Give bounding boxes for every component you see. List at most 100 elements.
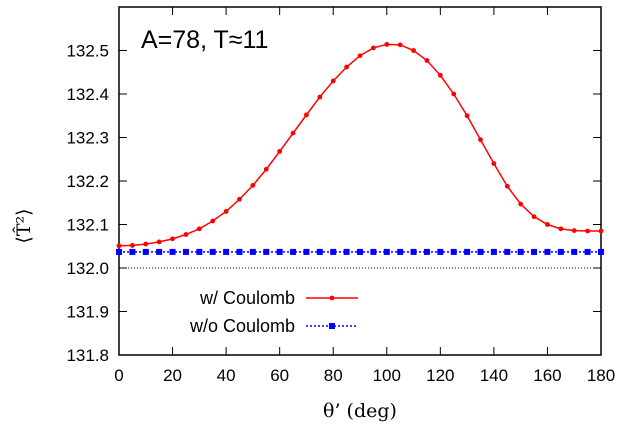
series-0-point xyxy=(317,94,323,100)
series-0-point xyxy=(370,45,376,51)
series-1-point xyxy=(263,248,270,255)
series-1-point xyxy=(477,248,484,255)
series-1-point xyxy=(343,248,350,255)
series-1-point xyxy=(410,248,417,255)
series-1-point xyxy=(517,248,524,255)
series-layer xyxy=(116,42,604,255)
series-0-point xyxy=(250,182,256,188)
series-1-point xyxy=(584,248,591,255)
y-tick-label: 132.4 xyxy=(66,85,109,104)
legend-label: w/ Coulomb xyxy=(199,288,295,308)
series-0-point xyxy=(585,228,591,234)
series-1-point xyxy=(464,248,471,255)
series-0-point xyxy=(156,239,162,245)
series-1-point xyxy=(249,248,256,255)
series-1-point xyxy=(169,248,176,255)
y-axis-title: ⟨T̂²⟩ xyxy=(13,208,35,243)
series-0-point xyxy=(304,112,309,118)
x-tick-label: 120 xyxy=(426,366,454,385)
series-1-point xyxy=(557,248,564,255)
series-1-point xyxy=(196,248,203,255)
series-1-point xyxy=(303,248,310,255)
series-1-point xyxy=(316,248,323,255)
series-1-point xyxy=(357,248,363,255)
series-0-point xyxy=(504,183,510,189)
series-0-point xyxy=(237,196,242,202)
series-0-point xyxy=(357,53,363,59)
series-1-point xyxy=(423,248,430,255)
series-1-point xyxy=(504,248,511,255)
series-0-point xyxy=(344,64,350,70)
series-1-point xyxy=(598,248,604,255)
y-tick-label: 132.2 xyxy=(66,172,109,191)
series-0-point xyxy=(451,91,457,97)
series-1-point xyxy=(397,248,404,255)
series-0-point xyxy=(290,130,296,136)
series-1-point xyxy=(129,248,136,255)
series-0-point xyxy=(384,42,390,47)
series-1-point xyxy=(156,248,163,255)
series-1-point xyxy=(142,248,149,255)
legend-swatch-marker xyxy=(329,295,335,301)
series-0-point xyxy=(129,242,135,248)
series-0-point xyxy=(196,226,202,232)
series-0-point xyxy=(571,228,577,233)
series-0-point xyxy=(170,236,175,242)
legend-swatch-marker xyxy=(329,323,335,329)
series-0-point xyxy=(143,241,149,247)
series-0-point xyxy=(464,113,470,119)
series-0-point xyxy=(558,226,564,232)
tick-layer: 0 20 40 60 80 100 120 140 160 180 131.8 131.9 132.0 1… xyxy=(66,7,615,385)
y-tick-label: 132.0 xyxy=(66,259,109,278)
series-0-point xyxy=(491,161,497,167)
y-tick-label: 132.3 xyxy=(66,129,109,148)
series-1-point xyxy=(236,248,243,255)
x-axis-title: θ’ (deg) xyxy=(323,400,397,422)
x-tick-label: 100 xyxy=(373,366,401,385)
series-0-point xyxy=(210,218,216,224)
series-0-point xyxy=(183,232,189,237)
series-1-point xyxy=(182,248,189,255)
series-0-point xyxy=(263,166,269,172)
series-0-point xyxy=(598,228,604,234)
series-1-point xyxy=(544,248,551,255)
series-1-point xyxy=(276,248,283,255)
y-tick-label: 132.5 xyxy=(66,42,109,61)
x-tick-label: 160 xyxy=(533,366,561,385)
x-tick-label: 80 xyxy=(324,366,343,385)
series-1-point xyxy=(531,248,538,255)
series-1-point xyxy=(450,248,457,255)
series-0-point xyxy=(223,209,229,214)
x-tick-label: 140 xyxy=(480,366,508,385)
x-tick-label: 60 xyxy=(270,366,289,385)
series-1-point xyxy=(383,248,390,255)
y-tick-label: 132.1 xyxy=(66,216,109,235)
x-tick-label: 40 xyxy=(217,366,236,385)
series-0-point xyxy=(424,58,430,63)
series-0-point xyxy=(518,201,524,207)
series-1-point xyxy=(223,248,230,255)
x-tick-label: 20 xyxy=(163,366,182,385)
series-1-point xyxy=(116,248,122,255)
series-1-point xyxy=(209,248,216,255)
x-tick-label: 0 xyxy=(114,366,123,385)
chart-annotation: A=78, T≈11 xyxy=(141,26,268,54)
series-1-point xyxy=(330,248,337,255)
series-0-point xyxy=(330,78,336,84)
series-1-point xyxy=(490,248,497,255)
series-1-point xyxy=(571,248,578,255)
plot-frame xyxy=(118,6,602,356)
series-0-point xyxy=(397,42,403,48)
legend-label: w/o Coulomb xyxy=(189,316,295,336)
series-0-point xyxy=(545,222,550,227)
series-1-point xyxy=(437,248,444,255)
series-0-point xyxy=(531,214,537,220)
x-tick-label: 180 xyxy=(587,366,615,385)
series-0-point xyxy=(478,137,483,143)
series-0-point xyxy=(411,48,416,53)
y-tick-label: 131.9 xyxy=(66,303,109,322)
series-0-point xyxy=(116,243,122,249)
series-1-point xyxy=(370,248,377,255)
legend: w/ Coulomb w/o Coulomb xyxy=(189,288,358,336)
